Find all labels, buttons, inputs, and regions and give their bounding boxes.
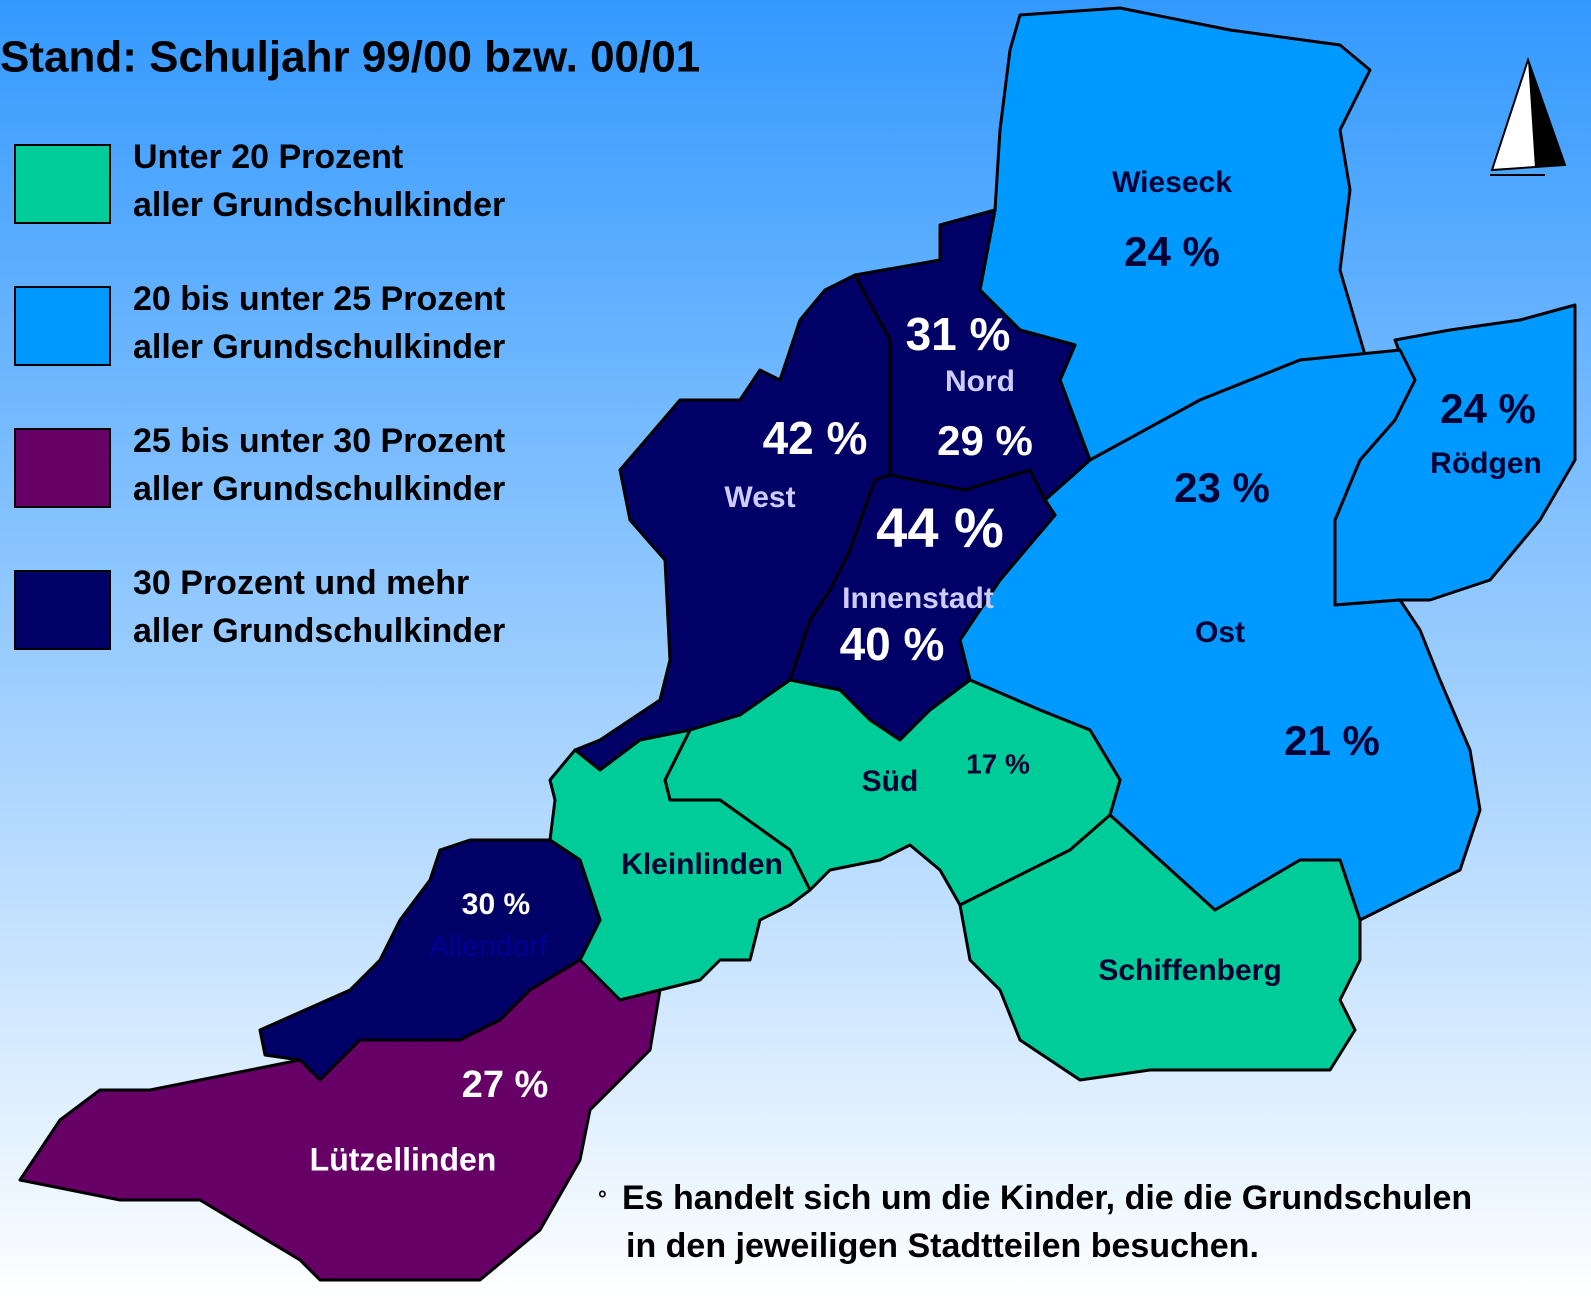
- district-name: Nord: [945, 365, 1015, 398]
- district-value: 24 %: [1124, 228, 1220, 275]
- legend-label: aller Grundschulkinder: [133, 186, 505, 224]
- legend-label: 30 Prozent und mehr: [133, 564, 469, 602]
- footnote-line: in den jeweiligen Stadtteilen besuchen.: [626, 1227, 1259, 1265]
- district-value: 21 %: [1284, 717, 1380, 764]
- legend-swatch: [14, 144, 111, 224]
- legend-swatch: [14, 286, 111, 366]
- legend-swatch: [14, 428, 111, 508]
- district-name: Schiffenberg: [1098, 954, 1281, 987]
- district-value: 40 %: [840, 618, 945, 670]
- district-value: 44 %: [876, 496, 1004, 559]
- legend-label: aller Grundschulkinder: [133, 470, 505, 508]
- district-value: 24 %: [1440, 385, 1536, 432]
- legend-label: aller Grundschulkinder: [133, 612, 505, 650]
- district-name: Rödgen: [1430, 447, 1542, 480]
- district-name: Allendorf: [429, 930, 548, 963]
- footnote-line: Es handelt sich um die Kinder, die die G…: [622, 1179, 1472, 1217]
- north-arrow: [1490, 56, 1567, 176]
- district-value: 17 %: [966, 748, 1030, 779]
- district-value: 23 %: [1174, 464, 1270, 511]
- legend-swatch: [14, 570, 111, 650]
- title: Stand: Schuljahr 99/00 bzw. 00/01: [0, 33, 700, 82]
- district-value: 30 %: [462, 888, 530, 921]
- district-value: 29 %: [937, 417, 1033, 464]
- district-name: Lützellinden: [310, 1141, 497, 1177]
- legend: Unter 20 Prozent aller Grundschulkinder 20…: [14, 138, 505, 650]
- region-luetzellinden: [18, 958, 662, 1282]
- district-name: Ost: [1195, 616, 1245, 649]
- district-name: Süd: [862, 765, 919, 798]
- legend-label: 25 bis unter 30 Prozent: [133, 422, 505, 460]
- district-name: Wieseck: [1112, 166, 1232, 199]
- district-value: 31 %: [906, 308, 1011, 360]
- district-name: Innenstadt: [842, 582, 994, 615]
- district-value: 42 %: [763, 412, 868, 464]
- district-value: 27 %: [462, 1064, 549, 1106]
- legend-label: 20 bis unter 25 Prozent: [133, 280, 505, 318]
- footnote-bullet: °: [598, 1186, 607, 1211]
- legend-label: Unter 20 Prozent: [133, 138, 403, 176]
- district-name: Kleinlinden: [621, 848, 783, 881]
- district-name: West: [724, 481, 795, 514]
- legend-label: aller Grundschulkinder: [133, 328, 505, 366]
- region-schiffenberg: [958, 813, 1362, 1082]
